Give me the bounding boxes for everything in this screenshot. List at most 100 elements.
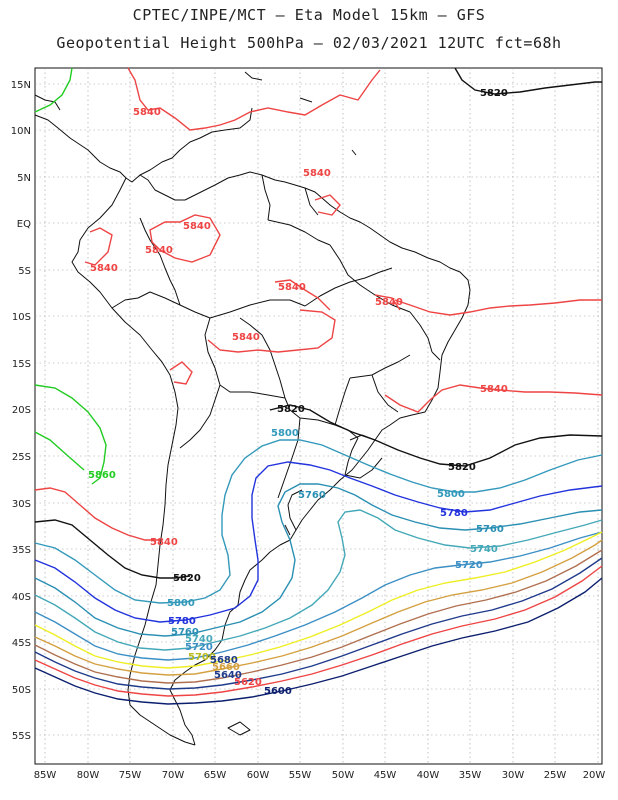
contour-label-5840: 5840 [278,282,306,293]
contour-label-5840: 5840 [90,263,118,274]
lat-label: 5N [17,173,31,184]
lat-label: 35S [12,545,31,556]
lon-label: 25W [544,770,567,781]
contour-label-5640: 5640 [214,670,242,681]
lon-label: 60W [247,770,270,781]
contour-label-5840: 5840 [232,332,260,343]
lat-label: 15N [11,80,31,91]
lon-label: 85W [34,770,57,781]
contour-5840 [314,194,341,216]
contour-label-5720: 5720 [455,560,483,571]
contour-5840 [274,279,331,311]
lat-label: 30S [12,499,31,510]
contour-5860 [34,67,73,113]
lat-label: 5S [18,266,31,277]
contour-label-5840: 5840 [480,384,508,395]
chart-title-line1: CPTEC/INPE/MCT – Eta Model 15km – GFS [132,6,486,24]
lat-label: 55S [12,731,31,742]
contour-label-5840: 5840 [145,245,173,256]
contour-label-5740: 5740 [470,544,498,555]
contour-label-5760: 5760 [298,490,326,501]
lat-label: 15S [12,359,31,370]
contour-label-5840: 5840 [133,107,161,118]
contour-5680 [34,539,603,676]
chart-title-line2: Geopotential Height 500hPa – 02/03/2021 … [56,34,562,52]
contour-label-5800: 5800 [167,598,195,609]
lon-label: 75W [119,770,142,781]
contour-label-5820: 5820 [277,404,305,415]
contour-5600 [34,577,603,705]
contour-5820 [34,519,191,579]
lon-label: 40W [417,770,440,781]
contour-label-5820: 5820 [173,573,201,584]
latitude-labels: 15N 10N 5N EQ 5S 10S 15S 20S 25S 30S 35S… [11,80,31,742]
contour-5800 [34,439,603,604]
contour-label-5740: 5740 [185,634,213,645]
lat-label: 10N [11,126,31,137]
coastlines [34,71,471,746]
contour-label-5600: 5600 [264,686,292,697]
lon-label: 55W [289,770,312,781]
contour-label-5800: 5800 [271,428,299,439]
lon-label: 65W [204,770,227,781]
lat-label: 45S [12,638,31,649]
contour-label-5840: 5840 [375,297,403,308]
contour-label-5780: 5780 [440,508,468,519]
lon-label: 70W [162,770,185,781]
contour-5820 [454,67,602,95]
contour-label-5620: 5620 [234,677,262,688]
lon-label: 30W [502,770,525,781]
contour-label-5780: 5780 [168,616,196,627]
lon-label: 50W [332,770,355,781]
grid-lines [35,68,602,764]
contour-5840 [149,214,221,263]
contour-label-5820: 5820 [480,88,508,99]
contour-5660 [34,549,603,684]
contour-label-5840: 5840 [303,168,331,179]
contour-5720 [34,531,603,661]
contour-5860 [34,431,85,471]
lon-label: 45W [374,770,397,781]
contour-5840 [394,299,602,316]
contour-5780 [34,461,603,623]
lon-label: 80W [77,770,100,781]
contour-labels: 5840 5840 5840 5840 5840 5840 5840 5840 … [88,88,508,697]
lon-label: 35W [459,770,482,781]
contour-5620 [34,565,603,697]
lat-label: 20S [12,405,31,416]
contour-label-5700: 5700 [188,652,216,663]
contour-5840 [384,384,603,413]
contour-5820 [269,404,603,467]
lat-label: 50S [12,685,31,696]
contour-5640 [34,557,603,690]
lon-label: 20W [583,770,606,781]
contour-label-5820: 5820 [448,462,476,473]
contour-5740 [34,509,603,651]
contour-label-5760: 5760 [171,627,199,638]
lat-label: 25S [12,452,31,463]
contour-5840 [374,294,401,311]
contour-5840 [127,67,381,131]
contour-label-5660: 5660 [212,662,240,673]
contour-label-5800: 5800 [437,489,465,500]
contours [34,67,603,705]
contour-5860 [34,384,107,485]
lat-label: EQ [17,219,31,230]
contour-5840 [207,309,336,353]
contour-label-5840: 5840 [183,221,211,232]
lat-label: 40S [12,592,31,603]
contour-label-5680: 5680 [210,655,238,666]
lat-label: 10S [12,312,31,323]
map-frame [34,67,603,765]
contour-label-5840: 5840 [150,537,178,548]
longitude-labels: 85W 80W 75W 70W 65W 60W 55W 50W 45W 40W … [34,770,606,781]
contour-5700 [34,531,603,669]
contour-label-5860: 5860 [88,470,116,481]
contour-5760 [34,483,603,637]
contour-label-5720: 5720 [185,642,213,653]
contour-5840 [34,487,160,541]
contour-5840 [84,227,113,266]
contour-label-5760: 5760 [476,524,504,535]
contour-5840 [169,361,193,385]
